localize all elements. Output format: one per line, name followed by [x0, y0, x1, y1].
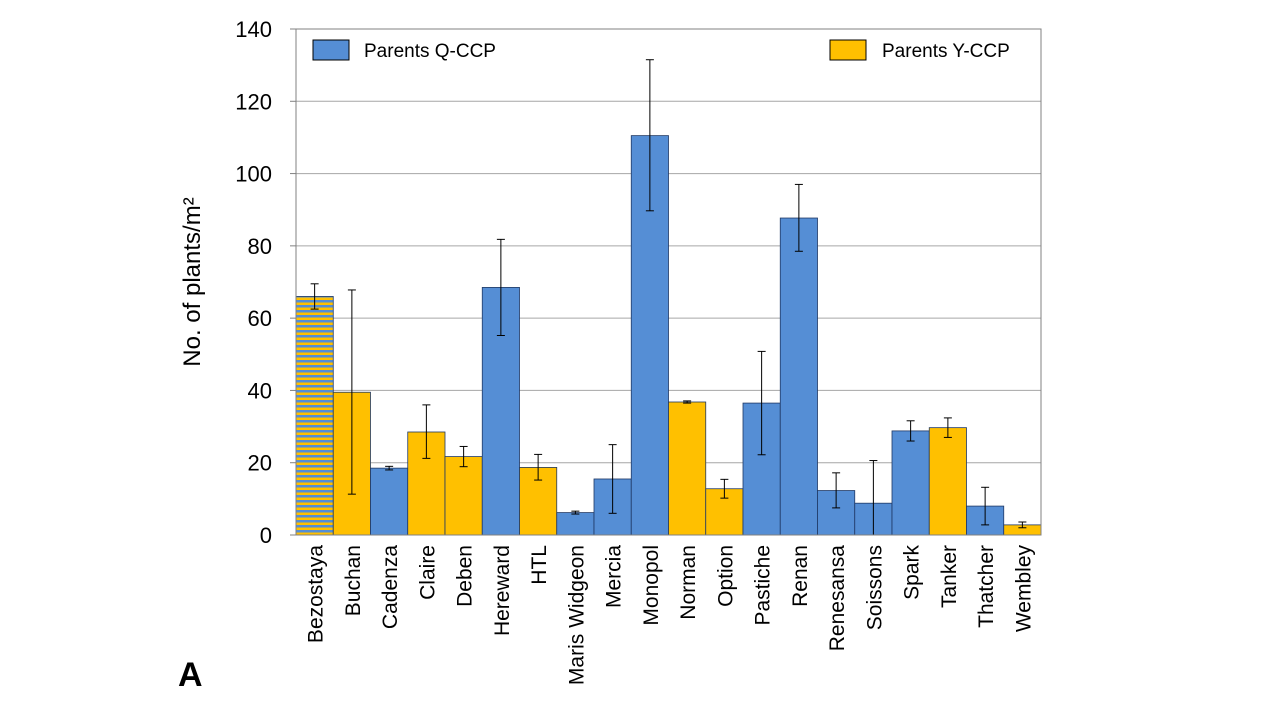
bar-renan — [779, 217, 818, 536]
y-tick-label: 0 — [260, 523, 272, 548]
x-tick-label: Pastiche — [752, 545, 775, 626]
x-tick-label: Option — [714, 545, 737, 607]
error-bars — [310, 59, 1027, 536]
bar-norman — [668, 401, 707, 536]
x-tick-label: Buchan — [342, 545, 365, 616]
y-tick-label: 80 — [248, 234, 272, 259]
legend: Parents Q-CCP Parents Y-CCP — [312, 39, 1010, 62]
bar-cadenza — [370, 467, 409, 536]
y-tick-label: 60 — [248, 306, 272, 331]
x-tick-label: Monopol — [640, 545, 663, 626]
x-tick-label: Bezostaya — [305, 545, 328, 643]
x-tick-label: Cadenza — [379, 545, 402, 629]
plot-frame — [295, 28, 1042, 536]
y-tick-labels: 0 20 40 60 80 100 120 140 — [235, 17, 272, 548]
x-tick-label: HTL — [528, 545, 551, 585]
x-tick-label: Norman — [677, 545, 700, 620]
bar-deben — [444, 456, 483, 536]
bar-tanker — [928, 427, 967, 536]
y-tick-label: 40 — [248, 378, 272, 403]
x-tick-label: Thatcher — [975, 545, 998, 628]
x-tick-label: Maris Widgeon — [565, 545, 588, 685]
bar-maris-widgeon — [556, 512, 595, 536]
y-tick-label: 100 — [235, 162, 272, 187]
y-tick-label: 120 — [235, 89, 272, 114]
y-tick-label: 140 — [235, 17, 272, 42]
axes — [295, 28, 1042, 536]
legend-label-y-ccp: Parents Y-CCP — [882, 41, 1010, 62]
bar-spark — [891, 430, 930, 536]
x-tick-label: Renesansa — [826, 545, 849, 652]
x-tick-label: Deben — [454, 545, 477, 607]
x-tick-label: Mercia — [603, 545, 626, 608]
panel-label: A — [178, 656, 203, 694]
x-tick-label: Claire — [416, 545, 439, 600]
y-tick-label: 20 — [248, 451, 272, 476]
bars — [295, 135, 1042, 536]
x-tick-label: Renan — [789, 545, 812, 607]
x-tick-labels: Bezostaya Buchan Cadenza Claire Deben Herewar… — [305, 545, 1036, 686]
x-tick-label: Wembley — [1012, 545, 1035, 633]
x-tick-label: Hereward — [491, 545, 514, 636]
x-tick-label: Spark — [901, 545, 924, 600]
legend-swatch-y-ccp — [829, 39, 867, 61]
x-tick-label: Soissons — [863, 545, 886, 630]
bar-bezostaya — [295, 296, 334, 536]
legend-label-q-ccp: Parents Q-CCP — [364, 41, 496, 62]
legend-swatch-q-ccp — [312, 39, 350, 61]
x-tick-label: Tanker — [938, 545, 961, 608]
y-axis-title: No. of plants/m² — [179, 197, 206, 366]
